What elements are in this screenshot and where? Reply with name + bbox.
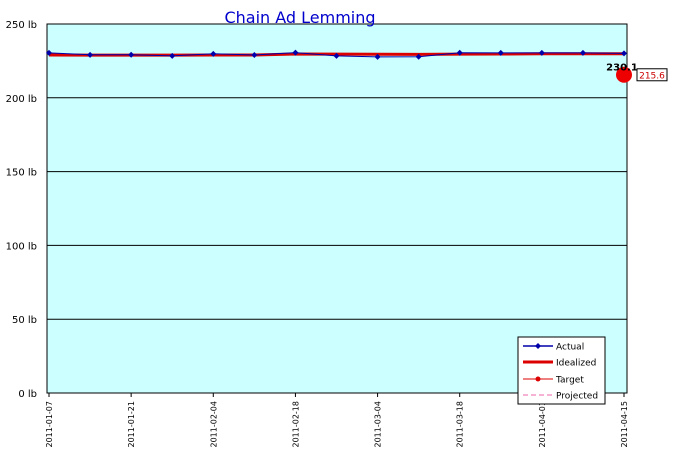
- actual-point: [128, 51, 135, 58]
- actual-point: [210, 50, 217, 57]
- x-axis-ticks: 2011-01-07 2011-01-21 2011-02-04 2011-02-18…: [45, 393, 629, 448]
- legend-entry-label: Target: [555, 376, 584, 386]
- y-tick-label: 50 lb: [12, 315, 37, 326]
- legend-actual-marker: [535, 343, 541, 349]
- actual-point: [415, 53, 422, 60]
- x-tick-label: 2011-03-04: [374, 401, 383, 448]
- actual-point: [46, 49, 52, 56]
- x-tick-label: 2011-01-21: [127, 401, 136, 448]
- y-tick-label: 200 lb: [6, 94, 37, 105]
- actual-point: [621, 50, 627, 57]
- actual-point: [169, 52, 176, 59]
- y-tick-label: 150 lb: [6, 168, 37, 179]
- target-callout-box: [636, 68, 668, 82]
- legend-entry-label: Idealized: [556, 359, 596, 369]
- actual-point: [292, 49, 299, 56]
- x-tick-label: 2011-01-07: [45, 401, 54, 448]
- series-layer: [46, 49, 627, 60]
- y-tick-label: 0 lb: [18, 389, 37, 400]
- last-actual-value-label: 230.1: [606, 62, 638, 73]
- target-callout-label: 215.6: [639, 71, 665, 81]
- x-tick-label: 2011-04-01: [538, 401, 547, 448]
- actual-point: [374, 53, 381, 60]
- legend-box: [517, 336, 606, 405]
- x-tick-label: 2011-04-15: [620, 401, 629, 448]
- x-tick-label: 2011-02-18: [291, 401, 300, 448]
- actual-point: [333, 52, 340, 59]
- legend-entry-label: Actual: [556, 343, 584, 353]
- actual-point: [251, 51, 258, 58]
- target-marker: [616, 66, 632, 83]
- actual-point: [579, 49, 586, 56]
- plot-area: [46, 23, 628, 394]
- legend-entry-label: Projected: [556, 392, 598, 402]
- x-tick-label: 2011-03-18: [456, 401, 465, 448]
- x-tick-label: 2011-02-04: [209, 401, 218, 448]
- actual-point: [538, 49, 545, 56]
- chart-title: Chain Ad Lemming: [224, 8, 375, 27]
- actual-point: [456, 49, 463, 56]
- legend-target-marker: [535, 376, 541, 382]
- y-tick-label: 250 lb: [6, 20, 37, 31]
- y-axis-ticks: 0 lb 50 lb 100 lb 150 lb 200 lb 250 lb: [6, 20, 37, 400]
- grid: [47, 97, 627, 320]
- y-tick-label: 100 lb: [6, 241, 37, 252]
- actual-point: [497, 49, 504, 56]
- actual-point: [87, 51, 94, 58]
- legend: Actual Idealized Target Projected: [517, 336, 606, 405]
